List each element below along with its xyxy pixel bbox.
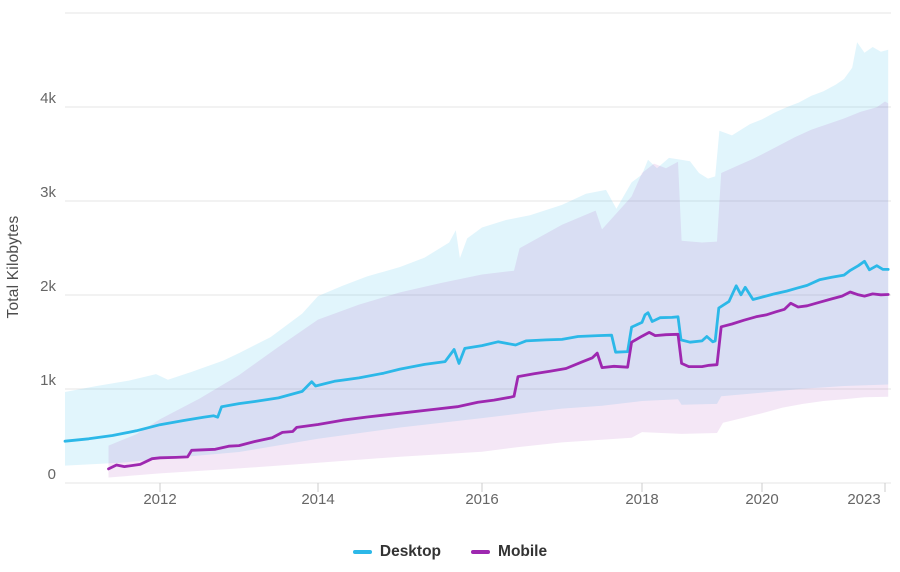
desktop-legend-label: Desktop (379, 543, 442, 560)
x-tick-label: 2016 (465, 491, 499, 508)
y-tick-label: 4k (40, 90, 56, 107)
y-axis-title: Total Kilobytes (5, 215, 22, 319)
mobile-line[interactable] (107, 290, 890, 471)
y-tick-label: 3k (40, 184, 56, 201)
legend-item-mobile[interactable]: Mobile (471, 543, 547, 561)
y-tick-label: 0 (47, 466, 56, 483)
y-tick-label: 2k (40, 278, 56, 295)
x-tick-label: 2020 (745, 491, 779, 508)
x-tick-label: 2023 (847, 491, 881, 508)
legend-item-desktop[interactable]: Desktop (352, 543, 442, 561)
mobile-band-area (108, 101, 889, 478)
desktop-line[interactable] (63, 259, 890, 443)
mobile-line-swatch-icon (471, 550, 491, 554)
x-tick-label: 2014 (301, 491, 335, 508)
y-tick-label: 1k (40, 372, 56, 389)
mobile-legend-label: Mobile (498, 543, 548, 560)
legend: Desktop Mobile (0, 543, 900, 561)
x-tick-label: 2018 (625, 491, 659, 508)
x-tick-label: 2012 (143, 491, 177, 508)
desktop-line-swatch-icon (352, 550, 372, 554)
